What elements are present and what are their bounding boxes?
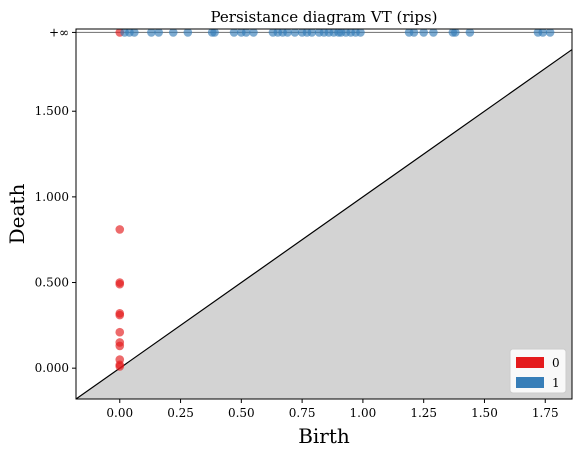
series-1-point <box>307 29 317 37</box>
x-tick-label: 1.50 <box>471 406 498 420</box>
series-0-point <box>115 279 125 289</box>
chart-title: Persistance diagram VT (rips) <box>211 8 438 26</box>
series-0-point <box>115 362 125 371</box>
legend-swatch-1 <box>516 377 544 388</box>
series-1-point <box>283 29 292 37</box>
y-tick-label: 0.000 <box>35 361 69 375</box>
series-1-point <box>356 29 365 37</box>
series-1-point <box>409 29 419 37</box>
x-axis-label: Birth <box>298 424 350 448</box>
series-1-point <box>429 29 438 37</box>
series-0-point <box>115 310 125 320</box>
series-1-point <box>538 29 548 37</box>
series-0-point <box>115 225 125 234</box>
plot-frame <box>75 28 573 400</box>
x-tick-label: 0.75 <box>289 406 316 420</box>
x-tick-label: 0.25 <box>167 406 194 420</box>
x-tick-label: 0.00 <box>106 406 133 420</box>
series-1-point <box>419 29 428 37</box>
x-tick-label: 1.75 <box>532 406 559 420</box>
series-1-point <box>249 29 258 37</box>
series-0-point <box>115 327 125 337</box>
axis-ticks: 0.00 0.25 0.50 0.75 1.00 1.25 1.50 1.75 0.000 0.5… <box>35 25 559 420</box>
series-1-point <box>168 29 178 37</box>
series-1-point <box>154 29 163 37</box>
y-tick-label-infinity: +∞ <box>49 25 69 39</box>
series-1-point <box>210 29 219 37</box>
series-0-point <box>115 341 125 351</box>
legend-label-1: 1 <box>552 376 560 390</box>
series-1-point <box>290 29 300 37</box>
series-1-point <box>450 29 460 37</box>
x-tick-label: 0.50 <box>228 406 255 420</box>
series-1-point <box>183 29 193 37</box>
y-tick-label: 0.500 <box>35 276 69 290</box>
series-1-point <box>229 29 239 37</box>
y-tick-label: 1.000 <box>35 190 69 204</box>
series-1-point <box>241 29 251 37</box>
x-tick-label: 1.00 <box>350 406 377 420</box>
series-1-point <box>130 29 139 37</box>
series-1-point <box>147 29 156 37</box>
legend: 01 <box>509 348 567 394</box>
x-tick-label: 1.25 <box>410 406 437 420</box>
series-1-point <box>545 29 555 37</box>
y-axis-label: Death <box>5 184 29 245</box>
legend-label-0: 0 <box>552 356 560 370</box>
series-1-point <box>465 29 475 37</box>
y-tick-label: 1.500 <box>35 104 69 118</box>
legend-swatch-0 <box>516 357 544 368</box>
